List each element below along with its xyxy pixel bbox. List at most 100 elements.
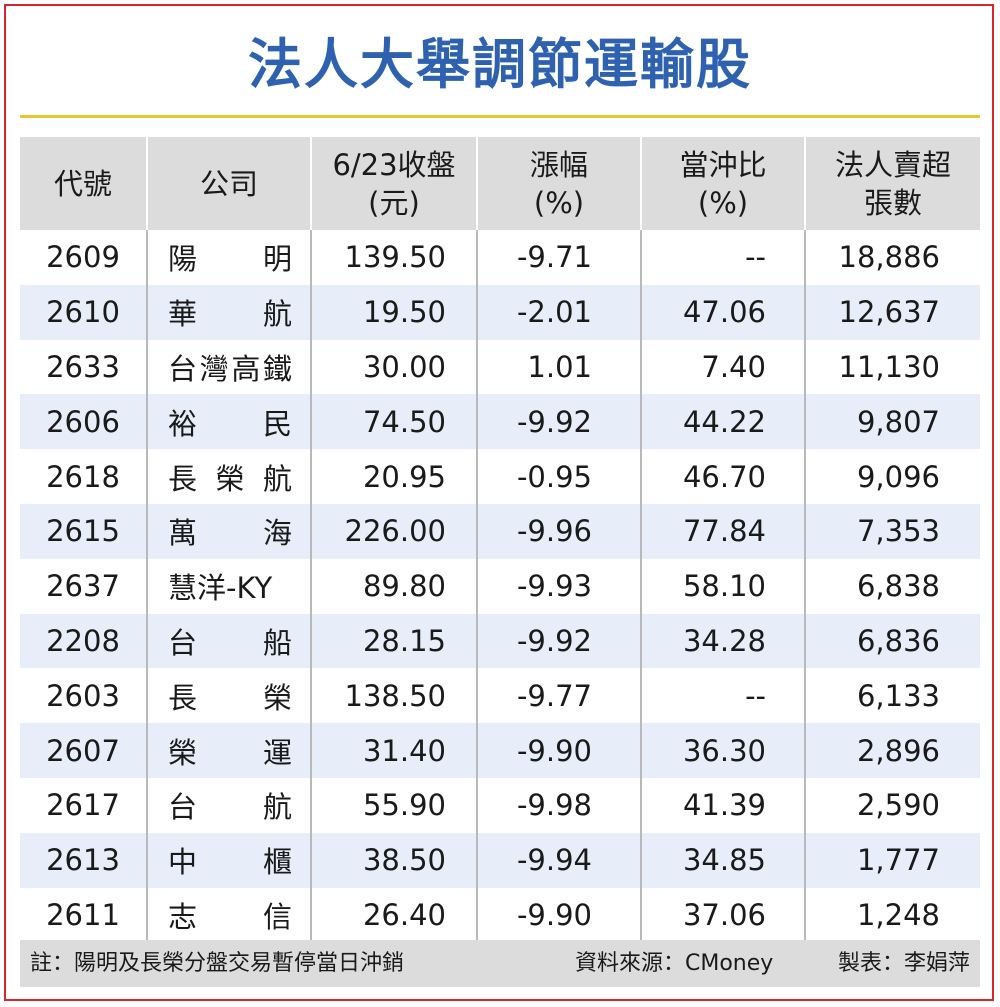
company-name: 榮運 (168, 730, 292, 772)
cell-sell: 2,896 (804, 723, 980, 778)
cell-change: 1.01 (476, 339, 640, 395)
cell-sell: 6,838 (804, 558, 980, 614)
cell-company: 長榮 (146, 668, 310, 724)
cell-change: -9.98 (476, 777, 640, 833)
cell-change: -9.77 (476, 668, 640, 724)
company-name: 長榮航 (168, 456, 292, 498)
cell-daytrade: 77.84 (640, 503, 804, 559)
table-header-row: 代號 公司 6/23收盤 (元) 漲幅 (%) 當沖比 (%) 法人賣超 張數 (20, 137, 980, 230)
cell-code: 2615 (20, 503, 146, 559)
cell-company: 台船 (146, 613, 310, 669)
cell-sell: 1,777 (804, 832, 980, 888)
table-row: 2603 長榮 138.50 -9.77 -- 6,133 (20, 668, 980, 724)
cell-company: 陽明 (146, 230, 310, 285)
table-row: 2610 華航 19.50 -2.01 47.06 12,637 (20, 284, 980, 340)
cell-close: 30.00 (310, 339, 476, 395)
cell-code: 2617 (46, 788, 120, 823)
header-change: 漲幅 (%) (476, 137, 640, 230)
company-name-char: 高 (231, 351, 261, 386)
company-name-char: 榮 (262, 680, 292, 715)
company-name-char: 長 (168, 461, 198, 496)
company-name-char: 長 (168, 680, 198, 715)
cell-daytrade: 36.30 (640, 723, 804, 778)
cell-code: 2607 (20, 723, 146, 778)
cell-sell: 6,133 (804, 668, 980, 724)
cell-close: 31.40 (310, 723, 476, 778)
cell-sell: 7,353 (804, 503, 980, 559)
cell-close: 226.00 (310, 503, 476, 559)
cell-daytrade: -- (640, 668, 804, 724)
header-daytrade: 當沖比 (%) (640, 137, 804, 230)
company-name: 台航 (168, 784, 292, 826)
company-name-char: 航 (262, 790, 292, 825)
company-name-char: 航 (262, 297, 292, 332)
company-name-char: 華 (168, 297, 198, 332)
cell-sell: 2,590 (804, 777, 980, 833)
cell-close: 138.50 (310, 668, 476, 724)
cell-close: 139.50 (310, 230, 476, 285)
cell-daytrade: 47.06 (640, 284, 804, 340)
header-company: 公司 (146, 137, 310, 230)
table-row: 2615 萬海 226.00 -9.96 77.84 7,353 (20, 503, 980, 559)
cell-daytrade: 34.85 (640, 832, 804, 888)
cell-code: 2637 (46, 569, 120, 604)
cell-change: -9.71 (476, 230, 640, 285)
table-row: 2606 裕民 74.50 -9.92 44.22 9,807 (20, 394, 980, 450)
cell-company: 裕民 (146, 394, 310, 450)
cell-daytrade: 7.40 (640, 339, 804, 395)
company-name-char: 台 (168, 625, 198, 660)
cell-code: 2208 (20, 613, 146, 669)
page-title: 法人大舉調節運輸股 (248, 33, 752, 96)
cell-company: 華航 (146, 284, 310, 340)
footer-bar: 註：陽明及長榮分盤交易暫停當日沖銷 資料來源：CMoney 製表：李娟萍 (20, 940, 980, 987)
cell-change: -9.94 (476, 832, 640, 888)
cell-code: 2633 (46, 349, 120, 384)
company-name: 裕民 (168, 401, 292, 443)
company-name-char: 信 (262, 899, 292, 934)
table-row: 2613 中櫃 38.50 -9.94 34.85 1,777 (20, 832, 980, 888)
cell-company: 志信 (146, 887, 310, 943)
cell-daytrade: 46.70 (640, 449, 804, 504)
company-name: 志信 (168, 894, 292, 936)
company-name: 陽明 (168, 236, 292, 278)
company-name-char: 萬 (168, 516, 198, 551)
cell-code: 2609 (46, 240, 120, 275)
company-name-char: 船 (262, 625, 292, 660)
table-row: 2208 台船 28.15 -9.92 34.28 6,836 (20, 613, 980, 669)
cell-close: 38.50 (310, 832, 476, 888)
cell-sell: 9,807 (804, 394, 980, 450)
cell-sell: 11,130 (804, 339, 980, 395)
cell-change: -2.01 (476, 284, 640, 340)
company-name: 華航 (168, 291, 292, 333)
header-close: 6/23收盤 (元) (310, 137, 476, 230)
company-name-char: 運 (262, 735, 292, 770)
company-name: 台灣高鐵 (168, 346, 292, 388)
cell-daytrade: -- (640, 230, 804, 285)
table-row: 2617 台航 55.90 -9.98 41.39 2,590 (20, 777, 980, 833)
company-name-char: 榮 (215, 461, 245, 496)
cell-company: 台航 (146, 777, 310, 833)
company-name-char: 航 (262, 461, 292, 496)
company-name-char: 鐵 (262, 351, 292, 386)
cell-close: 89.80 (310, 558, 476, 614)
cell-daytrade: 37.06 (640, 887, 804, 943)
cell-sell: 1,248 (804, 887, 980, 943)
cell-change: -9.92 (476, 394, 640, 450)
cell-code: 2611 (46, 897, 120, 932)
cell-company: 萬海 (146, 503, 310, 559)
cell-close: 19.50 (310, 284, 476, 340)
company-name-char: 灣 (199, 351, 229, 386)
footer-maker: 製表：李娟萍 (837, 951, 970, 976)
cell-code: 2613 (20, 832, 146, 888)
cell-sell: 18,886 (804, 230, 980, 285)
cell-sell: 6,836 (804, 613, 980, 669)
table-row: 2609 陽明 139.50 -9.71 -- 18,886 (20, 230, 980, 285)
company-name-char: 中 (168, 845, 198, 880)
cell-change: -9.96 (476, 503, 640, 559)
company-name-char: 裕 (168, 406, 198, 441)
company-name: 中櫃 (168, 839, 292, 881)
cell-daytrade: 41.39 (640, 777, 804, 833)
company-name-char: 海 (262, 516, 292, 551)
cell-close: 28.15 (310, 613, 476, 669)
footer-note: 註：陽明及長榮分盤交易暫停當日沖銷 (30, 951, 405, 976)
